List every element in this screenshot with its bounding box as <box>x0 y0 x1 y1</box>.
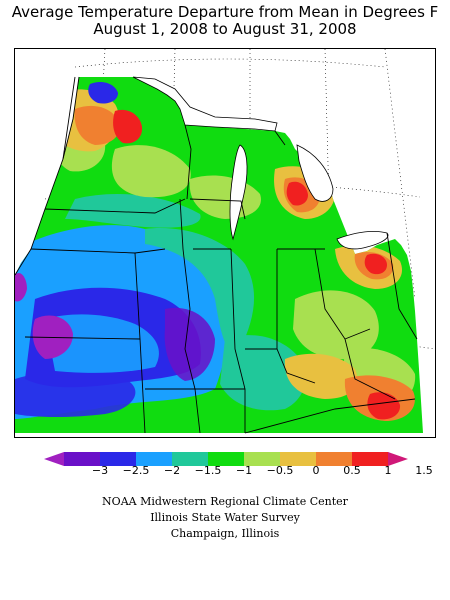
legend-tick-label: 0 <box>312 464 320 477</box>
colorbar-arrow-left <box>44 452 64 466</box>
lake-huron <box>296 144 334 202</box>
hot-spot-virginia <box>367 392 401 420</box>
credit-line-2: Illinois State Water Survey <box>150 511 300 524</box>
legend-tick-label: 0.5 <box>343 464 361 477</box>
hot-spot-pennsylvania <box>364 253 387 275</box>
legend-tick-label: −1 <box>235 464 253 477</box>
colorbar-segment <box>136 452 173 466</box>
colorbar-segment <box>316 452 353 466</box>
yellow-green-patch <box>111 145 191 198</box>
colorbar-segment <box>172 452 209 466</box>
colorbar-segment <box>208 452 245 466</box>
purple-core <box>164 307 215 381</box>
colorbar-segment <box>244 452 281 466</box>
credit-line-3: Champaign, Illinois <box>170 527 280 540</box>
graticule-line <box>74 58 386 68</box>
colorbar-arrow-right <box>388 452 408 466</box>
colorbar-segment <box>280 452 317 466</box>
lake-michigan <box>229 144 248 241</box>
teal-zone <box>145 228 255 351</box>
legend-tick-label: −2.5 <box>122 464 150 477</box>
state-borders <box>15 76 418 434</box>
lake-erie <box>336 231 389 250</box>
colorbar-segment <box>352 452 389 466</box>
map-canvas <box>15 49 435 434</box>
legend-colorbar <box>44 452 408 466</box>
hot-spot-michigan <box>286 181 308 206</box>
temperature-departure-map <box>14 48 436 438</box>
legend-tick-label: 1 <box>384 464 392 477</box>
legend-tick-label: 1.5 <box>415 464 433 477</box>
title-line-1: Average Temperature Departure from Mean … <box>11 3 439 21</box>
legend-tick-label: −0.5 <box>266 464 294 477</box>
cool-spot-north <box>88 82 118 104</box>
map-title: Average Temperature Departure from Mean … <box>0 4 450 38</box>
colorbar-svg <box>44 452 408 466</box>
legend-tick-label: −3 <box>91 464 109 477</box>
temperature-field <box>15 77 423 433</box>
lake-regions <box>132 76 389 250</box>
legend-tick-label: −1.5 <box>194 464 222 477</box>
lake-superior <box>132 76 278 132</box>
colorbar-segment <box>100 452 137 466</box>
credit-line-1: NOAA Midwestern Regional Climate Center <box>102 495 348 508</box>
title-line-2: August 1, 2008 to August 31, 2008 <box>93 20 357 38</box>
legend-ticks: −3 −2.5 −2 −1.5 −1 −0.5 0 0.5 1 1.5 <box>0 464 450 480</box>
legend-tick-label: −2 <box>163 464 181 477</box>
credits: NOAA Midwestern Regional Climate Center … <box>0 494 450 542</box>
hot-spot-northwest <box>113 109 143 144</box>
colorbar-segment <box>64 452 101 466</box>
